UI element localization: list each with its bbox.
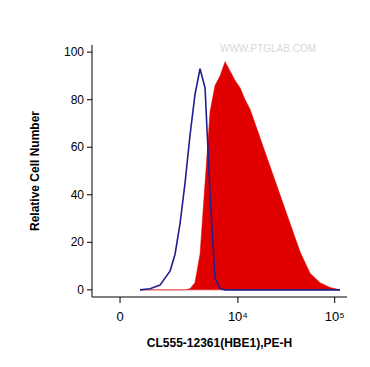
y-tick	[87, 194, 92, 195]
x-axis-label: CL555-12361(HBE1),PE-H	[147, 336, 292, 350]
x-tick-label: 10⁴	[228, 309, 248, 324]
y-axis-label: Relative Cell Number	[28, 111, 42, 231]
y-tick-label: 0	[77, 283, 84, 297]
y-tick	[87, 99, 92, 100]
y-tick	[87, 289, 92, 290]
y-tick-label: 40	[71, 188, 85, 202]
y-tick-label: 20	[71, 235, 85, 249]
y-tick	[87, 242, 92, 243]
watermark: WWW.PTGLAB.COM	[220, 43, 316, 54]
x-tick	[120, 297, 121, 303]
x-axis	[92, 297, 347, 298]
plot-area	[140, 62, 340, 290]
chart: WWW.PTGLAB.COM 0 20 40 60 80 100 0 10⁴ 10⁵ CL555-1…	[0, 0, 370, 367]
x-tick-label: 0	[116, 309, 123, 324]
y-tick	[87, 52, 92, 53]
y-tick-label: 80	[71, 93, 85, 107]
y-tick	[87, 147, 92, 148]
y-tick-label: 60	[71, 140, 85, 154]
histogram-line	[140, 69, 340, 290]
histogram-area	[140, 62, 340, 290]
x-tick	[237, 297, 238, 303]
x-tick	[334, 297, 335, 303]
y-tick-label: 100	[64, 45, 84, 59]
x-tick-label: 10⁵	[325, 309, 345, 324]
y-axis	[92, 45, 93, 297]
